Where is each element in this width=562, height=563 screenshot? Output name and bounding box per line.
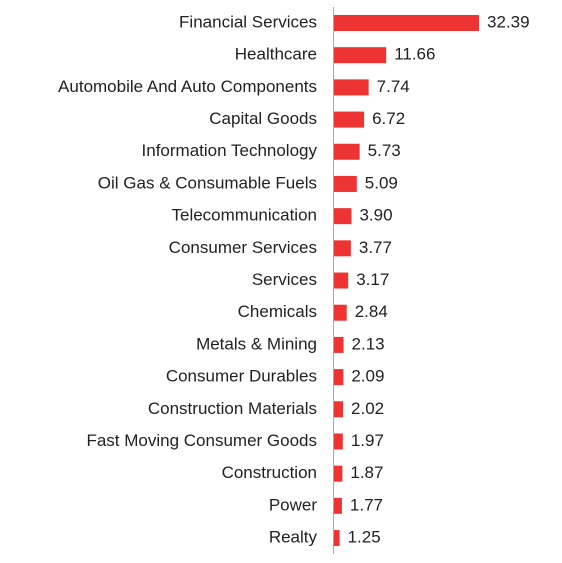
bar (334, 465, 343, 482)
value-label: 1.97 (351, 431, 384, 450)
bar (334, 401, 344, 418)
value-label: 7.74 (377, 77, 410, 96)
value-label: 3.90 (359, 206, 392, 225)
category-label: Financial Services (179, 12, 317, 31)
bar (334, 79, 369, 96)
category-label: Power (269, 495, 318, 514)
bar (334, 143, 360, 160)
value-label: 32.39 (487, 12, 530, 31)
value-label: 6.72 (372, 109, 405, 128)
category-label: Capital Goods (209, 109, 317, 128)
value-label: 2.13 (352, 334, 385, 353)
value-label: 5.09 (365, 173, 398, 192)
category-label: Construction Materials (148, 399, 317, 418)
value-label: 2.84 (355, 302, 388, 321)
value-label: 1.25 (348, 528, 381, 547)
bar (334, 497, 342, 514)
category-label: Oil Gas & Consumable Fuels (98, 173, 317, 192)
bar (334, 336, 344, 353)
category-label: Metals & Mining (196, 334, 317, 353)
bar (334, 433, 343, 450)
value-label: 1.77 (350, 495, 383, 514)
value-label: 2.02 (351, 399, 384, 418)
category-label: Healthcare (235, 45, 317, 64)
bar (334, 47, 387, 64)
bar (334, 15, 479, 31)
category-label: Fast Moving Consumer Goods (86, 431, 317, 450)
category-label: Telecommunication (171, 206, 317, 225)
bar (334, 111, 365, 128)
category-label: Construction (222, 463, 317, 482)
bar (334, 369, 344, 386)
category-label: Consumer Services (169, 238, 317, 257)
bar (334, 240, 351, 257)
category-label: Services (252, 270, 317, 289)
value-label: 3.77 (359, 238, 392, 257)
value-label: 3.17 (356, 270, 389, 289)
bar (334, 208, 352, 225)
value-label: 11.66 (394, 45, 435, 64)
value-label: 5.73 (368, 141, 401, 160)
bar (334, 272, 349, 289)
bar (334, 175, 357, 192)
category-label: Realty (269, 528, 318, 547)
category-label: Automobile And Auto Components (58, 77, 317, 96)
category-label: Information Technology (142, 141, 318, 160)
category-label: Chemicals (238, 302, 317, 321)
value-label: 1.87 (350, 463, 383, 482)
category-label: Consumer Durables (166, 367, 317, 386)
value-label: 2.09 (351, 367, 384, 386)
bar (334, 530, 340, 547)
bar (334, 304, 347, 321)
